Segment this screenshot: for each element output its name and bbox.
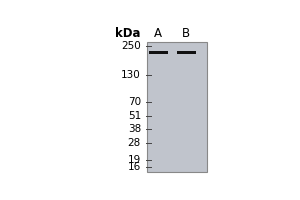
Text: B: B xyxy=(182,27,190,40)
Text: kDa: kDa xyxy=(116,27,141,40)
Text: 51: 51 xyxy=(128,111,141,121)
Bar xyxy=(147,42,207,172)
Text: 130: 130 xyxy=(121,70,141,80)
Text: 70: 70 xyxy=(128,97,141,107)
Text: 19: 19 xyxy=(128,155,141,165)
Text: 38: 38 xyxy=(128,124,141,134)
Bar xyxy=(177,51,196,54)
Bar xyxy=(149,51,168,54)
Text: 16: 16 xyxy=(128,162,141,172)
Text: 28: 28 xyxy=(128,138,141,148)
Text: A: A xyxy=(154,27,162,40)
Text: 250: 250 xyxy=(121,41,141,51)
